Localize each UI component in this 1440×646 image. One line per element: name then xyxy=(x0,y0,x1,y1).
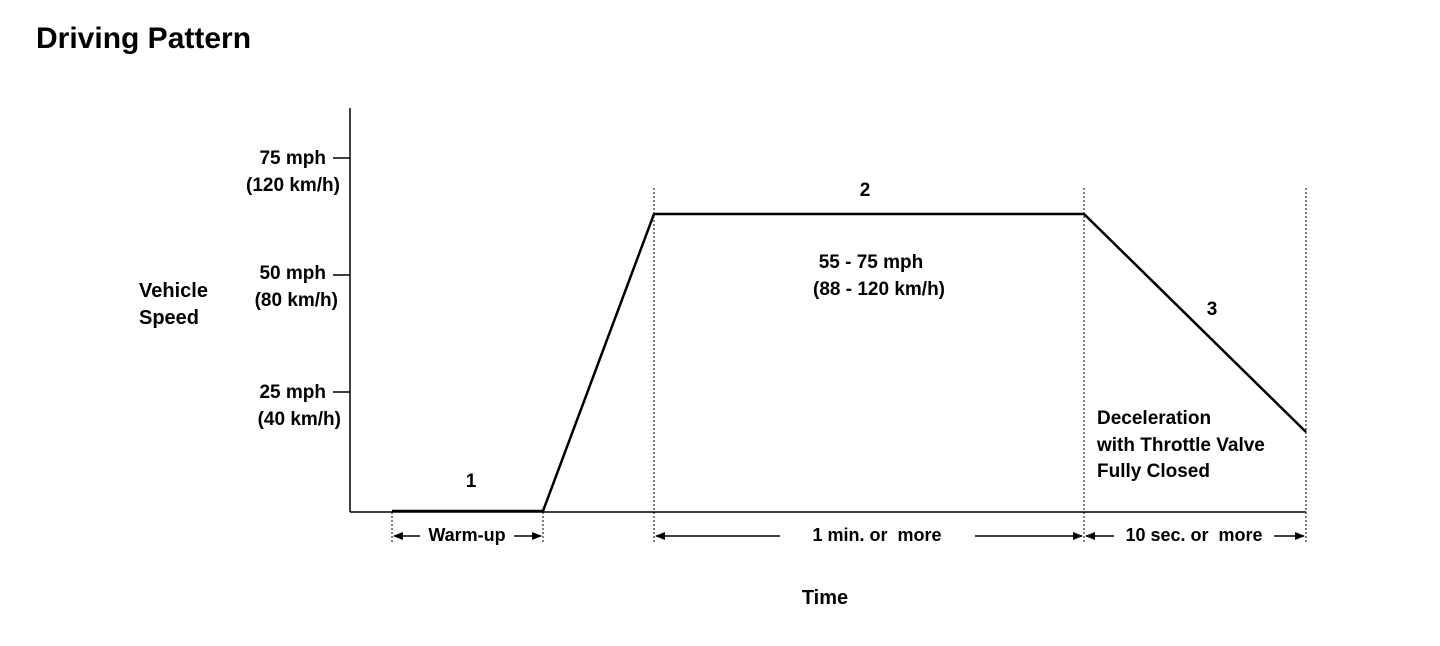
decel-duration-label: 10 sec. or more xyxy=(1125,525,1262,545)
y-tick-label-75-kmh: (120 km/h) xyxy=(246,175,340,196)
phase-1-number: 1 xyxy=(466,471,477,492)
decel-note-line1: Deceleration xyxy=(1097,408,1211,429)
phase-3-number: 3 xyxy=(1207,299,1218,320)
warmup-label: Warm-up xyxy=(428,525,505,545)
phase-2-number: 2 xyxy=(860,180,871,201)
x-axis-label: Time xyxy=(802,587,848,609)
phase-2-speed-mph: 55 - 75 mph xyxy=(819,252,924,273)
decel-note-line2: with Throttle Valve xyxy=(1096,435,1265,456)
y-tick-label-50-mph: 50 mph xyxy=(259,263,326,284)
page-title: Driving Pattern xyxy=(36,22,252,55)
y-axis-label-line2: Speed xyxy=(139,307,199,329)
phase-2-speed-kmh: (88 - 120 km/h) xyxy=(813,279,945,300)
y-tick-label-75-mph: 75 mph xyxy=(259,148,326,169)
cruise-duration-label: 1 min. or more xyxy=(812,525,941,545)
y-tick-label-25-kmh: (40 km/h) xyxy=(258,409,341,430)
y-axis-label-line1: Vehicle xyxy=(139,280,208,302)
y-tick-label-50-kmh: (80 km/h) xyxy=(255,290,338,311)
y-tick-label-25-mph: 25 mph xyxy=(259,382,326,403)
decel-note-line3: Fully Closed xyxy=(1097,461,1210,482)
